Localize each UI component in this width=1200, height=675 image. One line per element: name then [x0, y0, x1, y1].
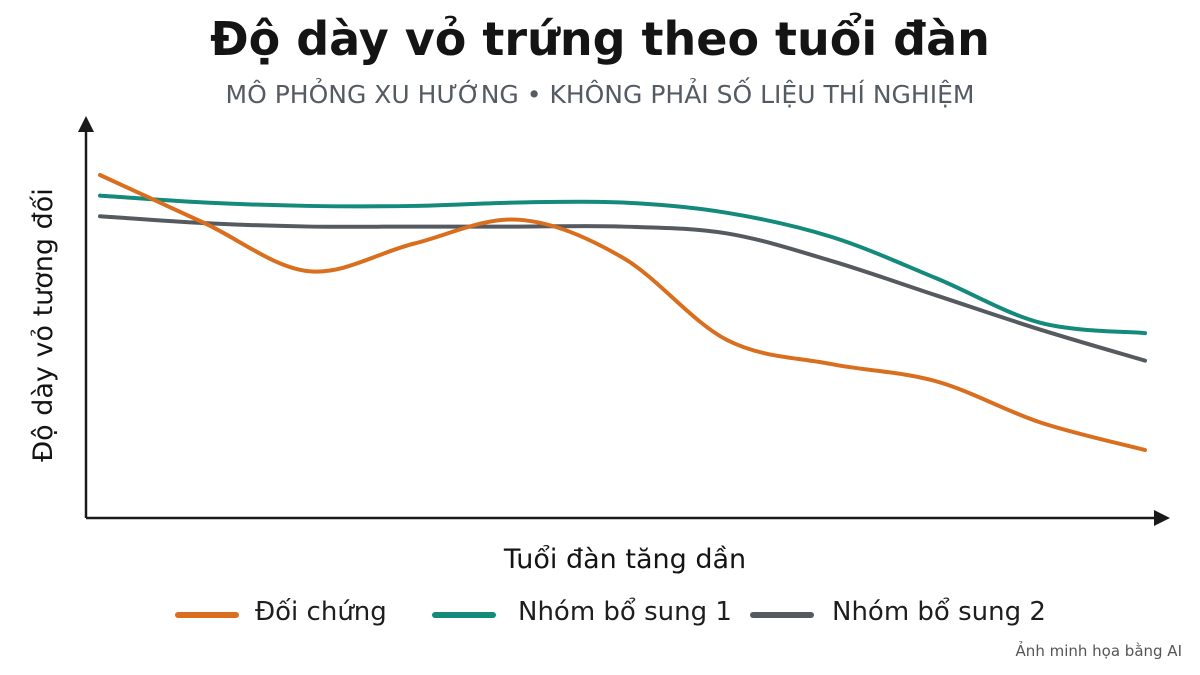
legend-label-doi-chung: Đối chứng — [255, 597, 387, 627]
ai-illustration-note: Ảnh minh họa bằng AI — [1015, 642, 1182, 660]
line-chart: Tuổi đàn tăng dần Độ dày vỏ tương đối — [28, 116, 1170, 575]
series-line-nhom-bo-sung-1 — [98, 193, 1147, 336]
y-axis-label: Độ dày vỏ tương đối — [28, 188, 59, 462]
legend-swatch-doi-chung — [175, 612, 239, 618]
series-layer — [98, 173, 1147, 452]
y-axis-arrow — [78, 116, 94, 132]
chart-axes — [78, 116, 1170, 526]
series-line-nhom-bo-sung-2 — [98, 214, 1147, 363]
legend-swatch-nhom-bo-sung-1 — [432, 612, 496, 618]
x-axis-arrow — [1154, 510, 1170, 526]
legend-swatch-nhom-bo-sung-2 — [750, 612, 814, 618]
series-line-doi-chung — [98, 173, 1147, 452]
chart-subtitle: MÔ PHỎNG XU HƯỚNG • KHÔNG PHẢI SỐ LIỆU T… — [225, 80, 975, 109]
legend-label-nhom-bo-sung-1: Nhóm bổ sung 1 — [518, 597, 732, 627]
chart-legend: Đối chứng Nhóm bổ sung 1 Nhóm bổ sung 2 — [0, 595, 1200, 635]
chart-title: Độ dày vỏ trứng theo tuổi đàn — [210, 12, 990, 66]
x-axis-label: Tuổi đàn tăng dần — [503, 544, 746, 575]
legend-label-nhom-bo-sung-2: Nhóm bổ sung 2 — [832, 597, 1046, 627]
